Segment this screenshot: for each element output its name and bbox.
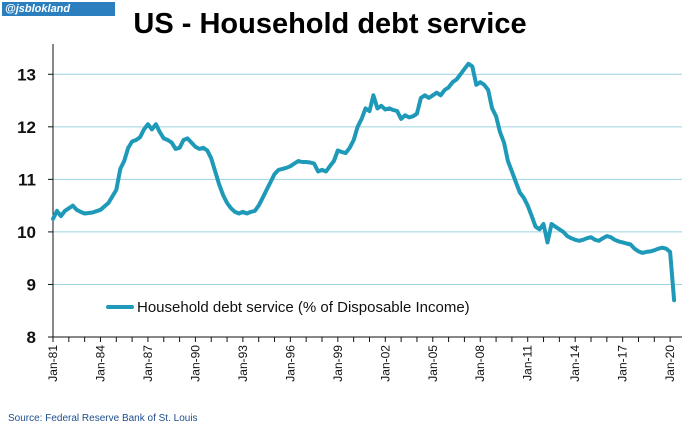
watermark-handle: @jsblokland [2, 2, 115, 16]
series-line [51, 61, 677, 303]
source-note: Source: Federal Reserve Bank of St. Loui… [8, 413, 198, 424]
x-tick-label: Jan-05 [426, 345, 440, 382]
x-tick-label: Jan-14 [568, 345, 582, 382]
y-tick-label: 11 [18, 170, 36, 189]
x-tick-label: Jan-17 [616, 345, 630, 382]
x-tick-label: Jan-99 [331, 345, 345, 382]
x-tick-label: Jan-08 [473, 345, 487, 382]
x-tick-label: Jan-81 [46, 345, 60, 382]
y-tick-label: 8 [27, 328, 36, 347]
legend-label: Household debt service (% of Disposable … [137, 299, 470, 316]
x-tick-label: Jan-02 [378, 345, 392, 382]
x-tick-label: Jan-11 [521, 345, 535, 381]
x-tick-label: Jan-93 [236, 345, 250, 382]
chart-title: US - Household debt service [133, 8, 527, 40]
x-tick-label: Jan-96 [283, 345, 297, 382]
y-tick-label: 12 [17, 118, 36, 137]
x-tick-label: Jan-84 [93, 345, 107, 382]
x-tick-label: Jan-87 [141, 345, 155, 382]
y-tick-label: 13 [17, 65, 36, 84]
x-tick-label: Jan-20 [663, 345, 677, 382]
y-tick-label: 10 [17, 223, 36, 242]
y-tick-label: 9 [27, 275, 36, 294]
x-tick-label: Jan-90 [188, 345, 202, 382]
